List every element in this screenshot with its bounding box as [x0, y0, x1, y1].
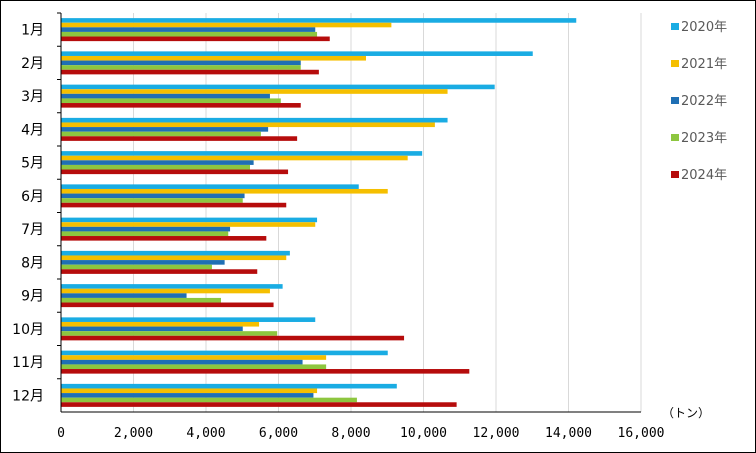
x-tick-label: 16,000 — [618, 426, 665, 441]
legend-swatch — [671, 23, 679, 30]
bar — [61, 127, 269, 132]
legend-swatch — [671, 97, 679, 104]
y-category-label: 4月 — [21, 122, 44, 138]
legend-swatch — [671, 134, 679, 141]
bar — [61, 284, 283, 289]
legend-swatch — [671, 60, 679, 67]
y-category-label: 11月 — [12, 355, 44, 371]
bar — [61, 198, 243, 203]
bar — [61, 317, 316, 322]
bar — [61, 355, 327, 360]
bar — [61, 226, 231, 232]
y-category-label: 5月 — [21, 156, 44, 172]
bar — [61, 202, 287, 208]
bar — [61, 51, 533, 56]
y-category-label: 1月 — [21, 23, 44, 39]
y-category-label: 8月 — [21, 255, 44, 271]
bar — [61, 84, 495, 90]
y-category-label: 7月 — [21, 222, 44, 238]
bar — [61, 231, 229, 237]
x-tick-label: 10,000 — [400, 426, 447, 441]
bar — [61, 160, 254, 165]
bar — [61, 136, 298, 141]
bar — [61, 18, 577, 23]
bar — [61, 260, 225, 265]
bar — [61, 326, 243, 332]
bar — [61, 103, 301, 108]
bar — [61, 22, 392, 28]
bar — [61, 350, 388, 356]
bar — [61, 36, 330, 42]
bar — [61, 236, 267, 241]
bar — [61, 393, 314, 398]
bar — [61, 222, 316, 227]
bar — [61, 169, 289, 175]
bar — [61, 383, 397, 389]
bar — [61, 69, 319, 75]
x-tick-label: 14,000 — [545, 426, 592, 441]
bar — [61, 184, 359, 189]
x-axis-unit-label: （トン） — [662, 406, 710, 420]
bars — [61, 18, 577, 407]
x-tick-label: 4,000 — [186, 426, 225, 441]
bar — [61, 369, 470, 374]
bar — [61, 131, 261, 137]
bar — [61, 122, 435, 128]
bar — [61, 31, 318, 37]
gridlines — [133, 13, 642, 412]
bar — [61, 188, 388, 194]
bar — [61, 117, 448, 123]
bar — [61, 65, 301, 70]
bar — [61, 217, 318, 223]
bar — [61, 297, 221, 303]
legend-label: 2023年 — [681, 131, 727, 146]
bar — [61, 60, 301, 66]
y-category-label: 6月 — [21, 189, 44, 205]
bar — [61, 331, 278, 336]
y-category-label: 3月 — [21, 89, 44, 105]
y-category-label: 2月 — [21, 56, 44, 72]
bar — [61, 264, 212, 270]
bar — [61, 388, 318, 394]
bar — [61, 364, 327, 370]
bar — [61, 255, 287, 261]
bar — [61, 98, 281, 104]
bar — [61, 151, 423, 156]
x-tick-label: 0 — [57, 426, 65, 441]
bar — [61, 155, 408, 161]
bar — [61, 335, 405, 341]
legend-label: 2024年 — [681, 168, 727, 183]
legend-label: 2022年 — [681, 94, 727, 109]
x-tick-label: 12,000 — [473, 426, 520, 441]
bar — [61, 193, 245, 199]
bar — [61, 293, 187, 298]
bar — [61, 93, 270, 99]
bar — [61, 269, 258, 274]
bar — [61, 321, 260, 327]
x-tick-label: 8,000 — [331, 426, 370, 441]
bar — [61, 27, 316, 32]
bar — [61, 89, 448, 94]
legend: 2020年 2021年 2022年 2023年 2024年 — [671, 20, 727, 183]
y-category-label: 12月 — [12, 388, 44, 404]
bar — [61, 55, 366, 61]
y-category-label: 10月 — [12, 322, 44, 338]
legend-label: 2021年 — [681, 57, 727, 72]
bar — [61, 402, 457, 407]
x-tick-label: 2,000 — [114, 426, 153, 441]
bar — [61, 359, 303, 365]
bar — [61, 397, 357, 403]
bar — [61, 288, 270, 294]
axis-labels: 0 2,000 4,000 6,000 8,000 10,000 12,000 14,000 1… — [12, 23, 664, 441]
y-category-label: 9月 — [21, 289, 44, 305]
axes — [57, 12, 641, 413]
legend-label: 2020年 — [681, 20, 727, 35]
x-tick-label: 6,000 — [259, 426, 298, 441]
bar — [61, 302, 274, 308]
bar — [61, 250, 290, 256]
legend-swatch — [671, 171, 679, 178]
bar — [61, 164, 250, 170]
